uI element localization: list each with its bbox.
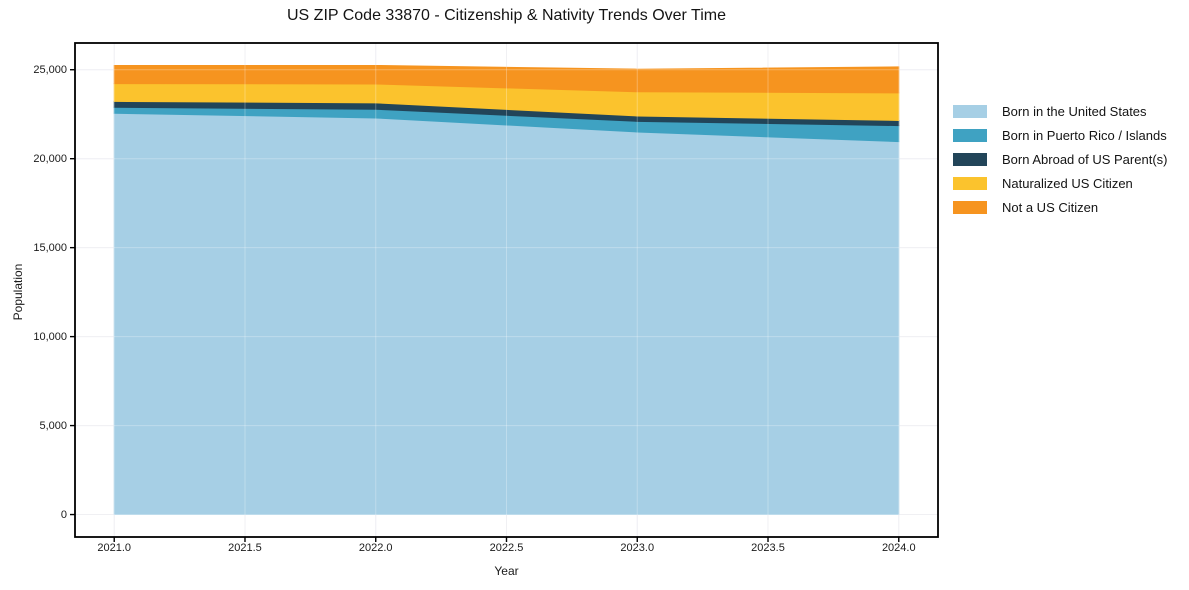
y-tick-label: 20,000 [33,152,67,165]
y-tick-label: 0 [60,508,67,521]
y-axis-label: Population [11,263,25,321]
legend-label: Naturalized US Citizen [1002,176,1133,191]
legend: Born in the United States Born in Puerto… [953,105,1167,225]
area-not-a-us-citizen [113,64,900,94]
y-tick-label: 15,000 [33,241,67,254]
legend-label: Born Abroad of US Parent(s) [1002,152,1168,167]
legend-item: Not a US Citizen [953,201,1167,214]
legend-swatch-icon [953,201,987,214]
x-tick-label: 2023.5 [751,542,785,554]
legend-label: Born in the United States [1002,104,1147,119]
legend-label: Born in Puerto Rico / Islands [1002,128,1167,143]
x-axis-label: Year [494,564,519,578]
legend-swatch-icon [953,153,987,166]
legend-swatch-icon [953,105,987,118]
x-tick-label: 2021.5 [228,542,262,554]
chart-title: US ZIP Code 33870 - Citizenship & Nativi… [287,7,726,24]
legend-item: Born in the United States [953,105,1167,118]
x-tick-label: 2021.0 [97,542,132,554]
legend-swatch-icon [953,177,987,190]
legend-label: Not a US Citizen [1002,200,1099,215]
x-tick-label: 2024.0 [881,542,916,554]
y-tick-label: 5,000 [39,419,67,432]
y-tick-label: 10,000 [33,330,67,343]
x-tick-label: 2022.0 [358,542,393,554]
legend-item: Born Abroad of US Parent(s) [953,153,1167,166]
y-tick-label: 25,000 [33,63,67,76]
x-tick-label: 2022.5 [489,542,524,554]
legend-swatch-icon [953,129,987,142]
legend-item: Naturalized US Citizen [953,177,1167,190]
legend-item: Born in Puerto Rico / Islands [953,129,1167,142]
x-tick-label: 2023.0 [620,542,655,554]
